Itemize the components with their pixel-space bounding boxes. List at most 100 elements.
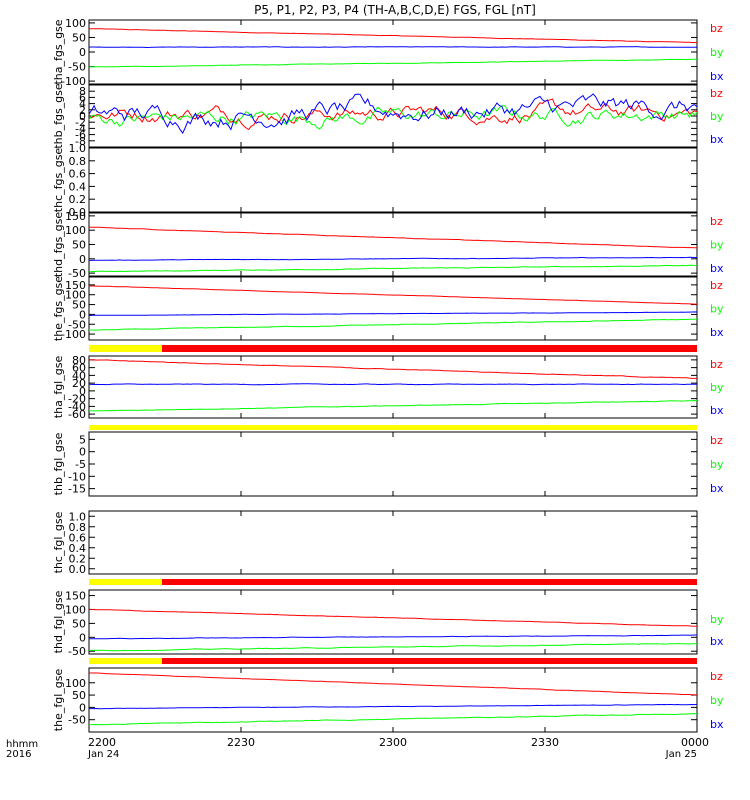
x-tick-label: 2330: [531, 736, 559, 749]
series-line-bx: [88, 311, 698, 316]
legend-by: by: [710, 110, 724, 123]
y-tick-label: -50: [68, 318, 86, 331]
y-tick-label: 100: [65, 677, 86, 690]
y-tick-label: 0.6: [69, 531, 87, 544]
y-tick-label: 1.0: [69, 510, 87, 523]
series-line-bx: [89, 256, 697, 261]
panel-thc_fgl_gse: 1.00.80.60.40.20.0 thc_fgl_gse: [52, 510, 698, 576]
y-tick-label: 100: [65, 17, 86, 30]
y-axis-label: thb_fgl_gse: [52, 432, 65, 495]
y-tick-label: 50: [72, 299, 86, 312]
y-tick-label: 0: [79, 446, 86, 459]
panel-frame: [88, 276, 698, 341]
panel-frame: [88, 667, 698, 733]
y-tick-label: 50: [72, 617, 86, 630]
mode-bar-yellow: [89, 579, 162, 585]
y-tick-label: 0.6: [69, 168, 87, 181]
series-line-bz: [89, 608, 698, 627]
y-axis-label: thd_fgs_gse: [52, 212, 65, 278]
panel-thc_fgs_gse: 1.00.80.60.40.20.0 thc_fgs_gse: [52, 142, 698, 219]
y-tick-label: -100: [61, 75, 86, 88]
y-tick-label: 0.8: [69, 155, 87, 168]
y-tick-label: -20: [68, 393, 86, 406]
series-line-by: [88, 105, 698, 130]
legend-bx: bx: [710, 70, 724, 83]
y-tick-label: 50: [72, 31, 86, 44]
series-line-by: [88, 264, 698, 273]
y-axis-label: thc_fgs_gse: [52, 148, 65, 213]
end-date-label: Jan 25: [665, 749, 697, 760]
y-tick-label: 0: [79, 385, 86, 398]
y-tick-label: -50: [68, 61, 86, 74]
y-tick-label: 0: [79, 701, 86, 714]
y-tick-label: -15: [68, 483, 86, 496]
y-tick-label: -100: [61, 328, 86, 341]
panel-frame: [88, 355, 698, 419]
legend-bx: bx: [710, 262, 724, 275]
legend-bx: bx: [710, 326, 724, 339]
mode-bar-yellow: [89, 658, 162, 664]
y-tick-label: 0.0: [69, 206, 87, 219]
y-tick-label: -50: [68, 645, 86, 658]
series-line-bz: [88, 359, 698, 379]
y-tick-label: 0.4: [69, 180, 87, 193]
y-tick-label: 0: [79, 253, 86, 266]
legend-by: by: [710, 613, 724, 626]
legend-bz: bz: [710, 215, 723, 228]
y-tick-label: 100: [65, 603, 86, 616]
panel-frame: [88, 147, 698, 213]
start-date-label: Jan 24: [87, 749, 119, 760]
y-tick-label: 4: [79, 98, 86, 111]
y-tick-label: 2: [79, 104, 86, 117]
y-tick-label: 150: [65, 590, 86, 603]
legend-by: by: [710, 381, 724, 394]
y-tick-label: 60: [72, 362, 86, 375]
chart-title: P5, P1, P2, P3, P4 (TH-A,B,C,D,E) FGS, F…: [254, 3, 536, 17]
mode-bars: [89, 345, 697, 664]
x-tick-label: 2300: [379, 736, 407, 749]
mode-bar-yellow: [89, 345, 162, 352]
legend-bx: bx: [710, 718, 724, 731]
y-tick-label: -60: [68, 408, 86, 421]
y-axis-label: thc_fgl_gse: [52, 511, 65, 573]
series-line-bx: [88, 93, 698, 135]
mode-bar-red: [161, 579, 697, 585]
legend-by: by: [710, 458, 724, 471]
legend-bx: bx: [710, 482, 724, 495]
corner-label-hhmm: hhmm: [6, 739, 38, 750]
y-tick-label: -10: [68, 470, 86, 483]
y-tick-label: 5: [79, 433, 86, 446]
y-tick-label: -8: [75, 135, 86, 148]
y-axis-label: the_fgs_gse: [52, 276, 65, 341]
y-tick-label: 0.4: [69, 542, 87, 555]
mode-bar-yellow: [89, 425, 697, 430]
y-tick-label: 50: [72, 689, 86, 702]
legend-by: by: [710, 239, 724, 252]
y-tick-label: 0: [79, 631, 86, 644]
panel-frame: [88, 510, 698, 575]
y-tick-label: -40: [68, 400, 86, 413]
y-tick-label: 100: [65, 289, 86, 302]
y-tick-label: -5: [75, 458, 86, 471]
series-line-by: [88, 58, 698, 68]
y-tick-label: 0: [79, 46, 86, 59]
x-tick-label: 2200: [88, 736, 116, 749]
legend-bz: bz: [710, 358, 723, 371]
y-tick-label: 100: [65, 224, 86, 237]
legend-bx: bx: [710, 404, 724, 417]
series-line-by: [89, 713, 698, 726]
y-tick-label: 80: [72, 354, 86, 367]
series-line-bz: [88, 285, 697, 305]
y-tick-label: 0.2: [69, 193, 87, 206]
legend-by: by: [710, 46, 724, 59]
series-line-by: [88, 643, 698, 652]
